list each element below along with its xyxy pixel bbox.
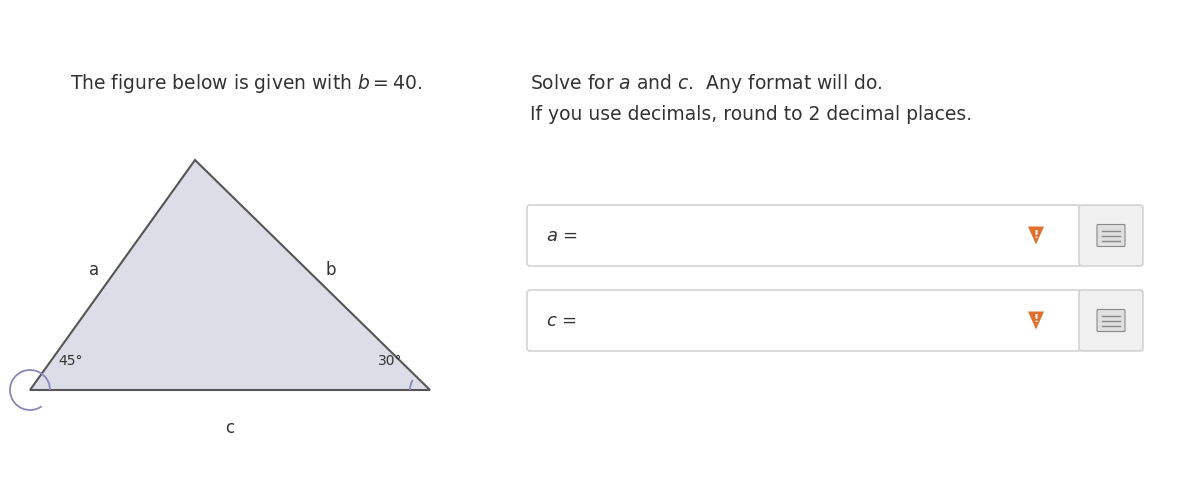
- Text: $c$ =: $c$ =: [546, 311, 577, 330]
- FancyBboxPatch shape: [1097, 225, 1126, 247]
- Text: !: !: [1033, 315, 1038, 324]
- Text: 30°: 30°: [378, 354, 402, 368]
- Text: 45°: 45°: [58, 354, 83, 368]
- Polygon shape: [30, 160, 430, 390]
- FancyBboxPatch shape: [1097, 309, 1126, 331]
- Text: If you use decimals, round to 2 decimal places.: If you use decimals, round to 2 decimal …: [530, 105, 972, 124]
- Text: !: !: [1033, 229, 1038, 240]
- FancyBboxPatch shape: [1079, 205, 1142, 266]
- FancyBboxPatch shape: [1079, 290, 1142, 351]
- FancyBboxPatch shape: [527, 290, 1081, 351]
- Text: $a$ =: $a$ =: [546, 227, 578, 244]
- Text: b: b: [325, 261, 336, 279]
- Polygon shape: [1028, 227, 1044, 244]
- Polygon shape: [1028, 311, 1044, 330]
- Text: Solve for $a$ and $c$.  Any format will do.: Solve for $a$ and $c$. Any format will d…: [530, 72, 882, 95]
- Text: a: a: [90, 261, 100, 279]
- FancyBboxPatch shape: [527, 205, 1081, 266]
- Text: The figure below is given with $b = 40$.: The figure below is given with $b = 40$.: [70, 72, 422, 95]
- Text: c: c: [226, 419, 234, 437]
